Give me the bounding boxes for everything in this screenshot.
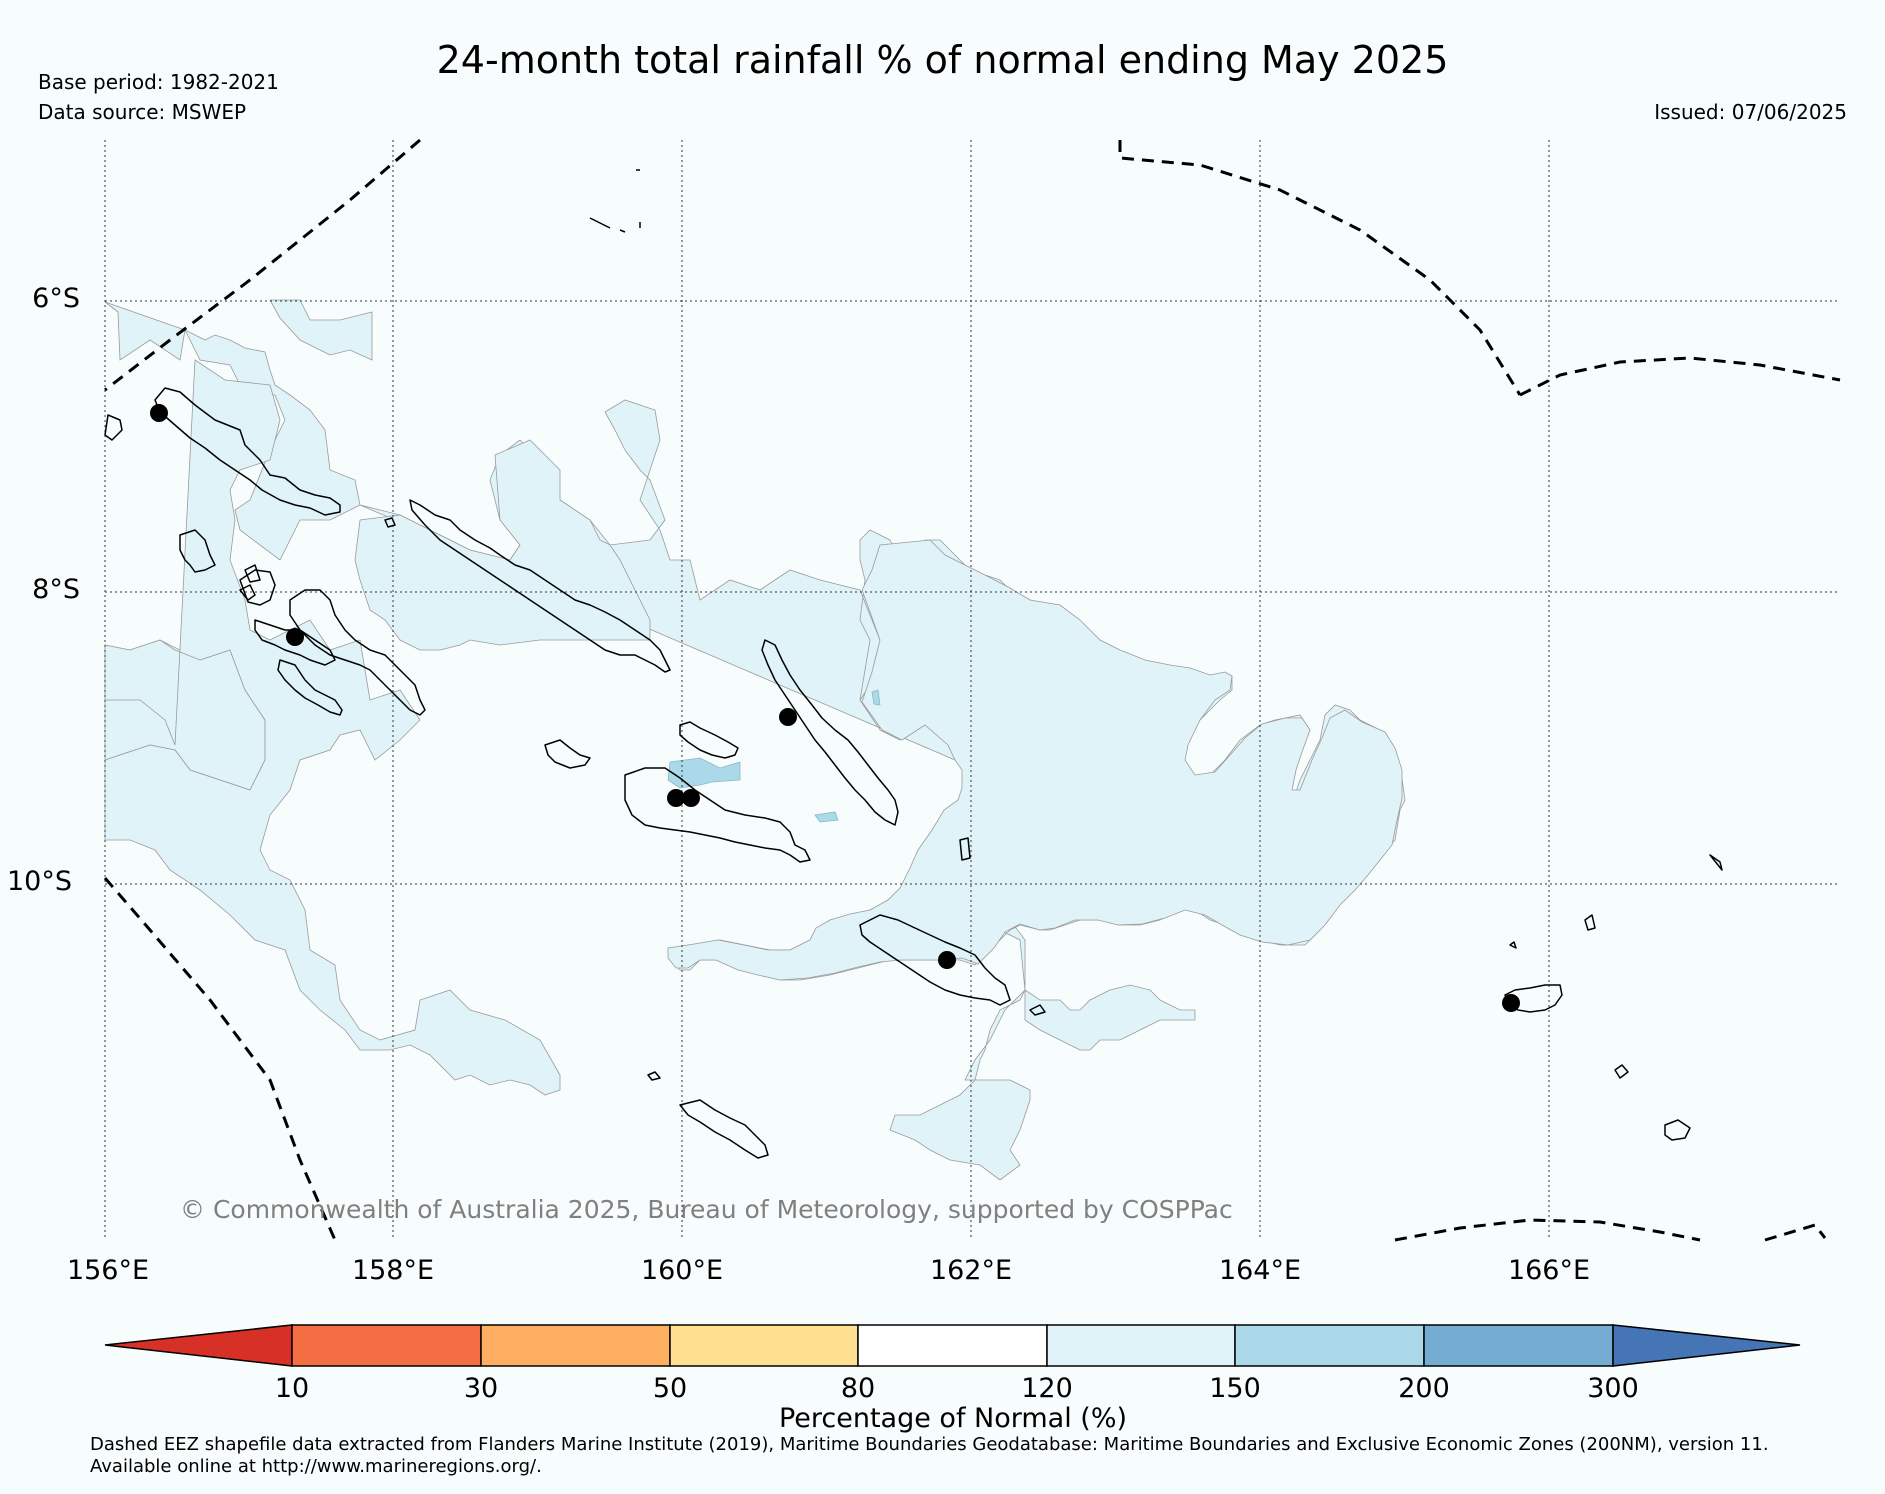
copyright-notice: © Commonwealth of Australia 2025, Bureau… xyxy=(180,1195,1233,1224)
lon-tick-166e: 166°E xyxy=(1507,1255,1591,1286)
eez-boundaries xyxy=(103,138,1841,1242)
map-title: 24-month total rainfall % of normal endi… xyxy=(436,38,1449,82)
colorbar-label: Percentage of Normal (%) xyxy=(778,1403,1128,1434)
data-source: Data source: MSWEP xyxy=(38,100,247,124)
graticule xyxy=(104,140,1840,1240)
lon-tick-162e: 162°E xyxy=(929,1255,1013,1286)
colorbar-tick-80: 80 xyxy=(840,1373,876,1404)
colorbar-tick-50: 50 xyxy=(652,1373,688,1404)
lat-tick-10s: 10°S xyxy=(7,866,72,897)
base-period: Base period: 1982-2021 xyxy=(38,70,279,94)
colorbar-tick-30: 30 xyxy=(463,1373,499,1404)
colorbar xyxy=(104,1324,1801,1367)
station-markers xyxy=(150,404,1520,1012)
colorbar-tick-200: 200 xyxy=(1398,1373,1450,1404)
footnote: Dashed EEZ shapefile data extracted from… xyxy=(90,1434,1769,1478)
lon-tick-158e: 158°E xyxy=(351,1255,435,1286)
footnote-line-2: Available online at http://www.marinereg… xyxy=(90,1456,542,1477)
rainfall-150-200-zone xyxy=(667,689,881,823)
rainfall-120-150-zone xyxy=(104,299,1406,1181)
lon-tick-156e: 156°E xyxy=(66,1255,150,1286)
lat-tick-6s: 6°S xyxy=(32,283,80,314)
lon-tick-160e: 160°E xyxy=(640,1255,724,1286)
lon-tick-164e: 164°E xyxy=(1218,1255,1302,1286)
colorbar-tick-300: 300 xyxy=(1587,1373,1639,1404)
colorbar-tick-150: 150 xyxy=(1209,1373,1261,1404)
colorbar-tick-10: 10 xyxy=(274,1373,310,1404)
lat-tick-8s: 8°S xyxy=(32,574,80,605)
issued-date: Issued: 07/06/2025 xyxy=(1654,100,1847,124)
colorbar-tick-120: 120 xyxy=(1021,1373,1073,1404)
footnote-line-1: Dashed EEZ shapefile data extracted from… xyxy=(90,1434,1769,1455)
